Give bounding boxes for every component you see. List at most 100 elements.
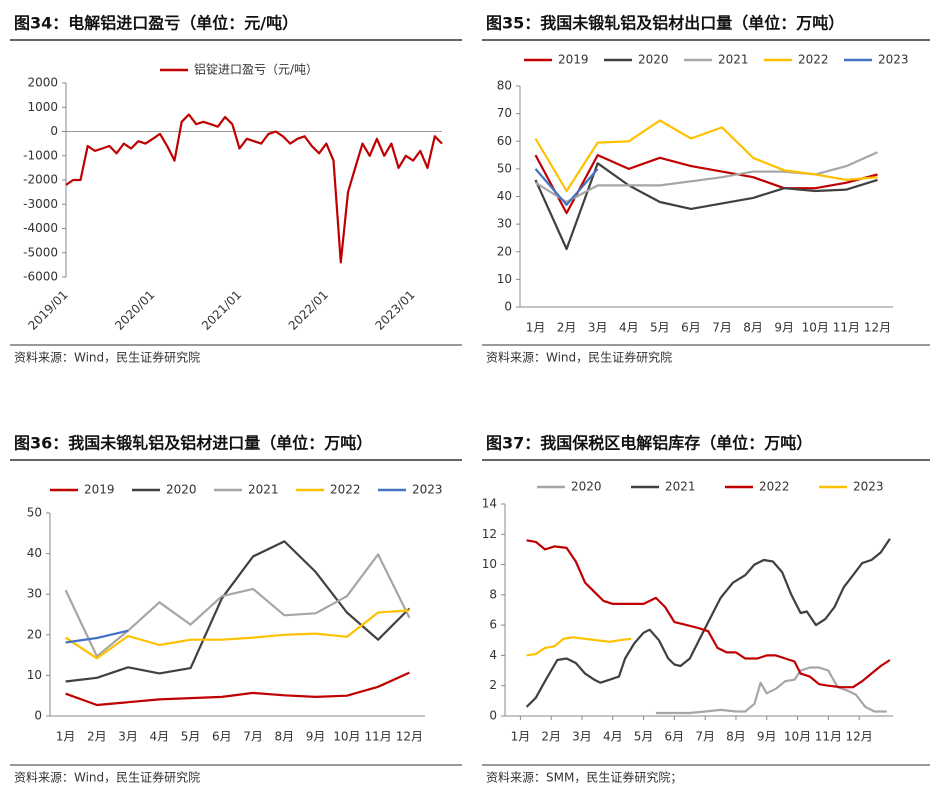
series-line	[534, 151, 878, 204]
y-tick-label: 0	[50, 124, 58, 138]
y-tick-label: 40	[497, 189, 512, 203]
y-tick-label: 0	[504, 300, 512, 314]
x-tick-label: 5月	[650, 321, 670, 335]
y-tick-label: 70	[497, 106, 512, 120]
y-tick-label: -5000	[23, 245, 58, 259]
y-tick-label: -1000	[23, 148, 58, 162]
x-tick-label: 2月	[557, 321, 577, 335]
y-tick-label: 50	[497, 161, 512, 175]
y-tick-label: 6	[489, 618, 497, 632]
legend-label: 2020	[571, 480, 602, 494]
legend-label: 2021	[248, 483, 279, 497]
x-tick-label: 4月	[603, 730, 623, 744]
x-tick-label: 2月	[87, 730, 107, 744]
y-tick-label: -4000	[23, 221, 58, 235]
y-tick-label: 4	[489, 648, 497, 662]
legend-label: 2023	[878, 53, 909, 67]
series-line	[526, 636, 632, 657]
legend-label: 铝锭进口盈亏（元/吨）	[194, 62, 318, 77]
x-tick-label: 10月	[333, 730, 360, 744]
y-tick-label: 2	[489, 678, 497, 692]
x-tick-label: 5月	[181, 730, 201, 744]
x-tick-label: 11月	[815, 730, 842, 744]
x-tick-label: 8月	[743, 321, 763, 335]
y-tick-label: 2000	[27, 76, 58, 90]
series-line	[534, 168, 599, 206]
legend-label: 2023	[853, 480, 884, 494]
x-tick-label: 12月	[396, 730, 423, 744]
source-note: 资料来源：SMM，民生证券研究院；	[486, 770, 682, 785]
y-tick-label: 40	[27, 546, 42, 560]
series-line	[655, 666, 887, 715]
x-tick-label: 2021/01	[199, 288, 244, 333]
y-tick-label: 1000	[27, 100, 58, 114]
legend-label: 2020	[166, 483, 197, 497]
chart-title: 图36：我国未锻轧铝及铝材进口量（单位：万吨）	[14, 434, 372, 453]
x-tick-label: 1月	[56, 730, 76, 744]
legend-label: 2021	[718, 53, 749, 67]
legend-label: 2019	[84, 483, 115, 497]
y-tick-label: 10	[482, 557, 497, 571]
x-tick-label: 3月	[572, 730, 592, 744]
series-line	[65, 113, 443, 264]
x-tick-label: 9月	[774, 321, 794, 335]
legend-label: 2022	[798, 53, 829, 67]
x-tick-label: 5月	[634, 730, 654, 744]
y-tick-label: -3000	[23, 197, 58, 211]
x-tick-label: 3月	[588, 321, 608, 335]
chart-title: 图34：电解铝进口盈亏（单位：元/吨）	[14, 14, 298, 33]
legend-label: 2021	[665, 480, 696, 494]
x-tick-label: 7月	[243, 730, 263, 744]
legend-label: 2022	[330, 483, 361, 497]
x-tick-label: 3月	[118, 730, 138, 744]
series-line	[525, 538, 891, 708]
x-tick-label: 9月	[306, 730, 326, 744]
x-tick-label: 9月	[757, 730, 777, 744]
x-tick-label: 2月	[541, 730, 561, 744]
y-tick-label: 50	[27, 506, 42, 520]
x-tick-label: 12月	[864, 321, 891, 335]
x-tick-label: 6月	[212, 730, 232, 744]
legend-label: 2023	[412, 483, 443, 497]
chart-title: 图37：我国保税区电解铝库存（单位：万吨）	[486, 434, 812, 453]
x-tick-label: 10月	[784, 730, 811, 744]
source-note: 资料来源：Wind，民生证券研究院	[14, 770, 200, 785]
series-line	[64, 609, 410, 660]
y-tick-label: 14	[482, 497, 497, 511]
x-tick-label: 7月	[695, 730, 715, 744]
series-line	[534, 162, 878, 251]
series-line	[64, 553, 411, 658]
y-tick-label: 0	[489, 709, 497, 723]
x-tick-label: 2019/01	[25, 288, 70, 333]
y-tick-label: 8	[489, 587, 497, 601]
x-tick-label: 4月	[619, 321, 639, 335]
x-tick-label: 8月	[726, 730, 746, 744]
y-tick-label: 10	[27, 668, 42, 682]
series-line	[65, 540, 411, 683]
series-line	[534, 119, 878, 193]
y-tick-label: 10	[497, 272, 512, 286]
x-tick-label: 11月	[364, 730, 391, 744]
x-tick-label: 2020/01	[112, 288, 157, 333]
y-tick-label: 20	[27, 627, 42, 641]
y-tick-label: 20	[497, 244, 512, 258]
y-tick-label: 12	[482, 527, 497, 541]
series-line	[65, 629, 129, 644]
y-tick-label: -6000	[23, 270, 58, 284]
y-tick-label: -2000	[23, 173, 58, 187]
y-tick-label: 80	[497, 79, 512, 93]
y-tick-label: 30	[497, 217, 512, 231]
source-note: 资料来源：Wind，民生证券研究院	[486, 350, 672, 365]
y-tick-label: 30	[27, 587, 42, 601]
y-tick-label: 60	[497, 134, 512, 148]
x-tick-label: 1月	[526, 321, 546, 335]
legend-label: 2020	[638, 53, 669, 67]
x-tick-label: 4月	[150, 730, 170, 744]
series-line	[65, 671, 410, 707]
y-tick-label: 0	[34, 709, 42, 723]
series-line	[534, 154, 878, 215]
x-tick-label: 8月	[275, 730, 295, 744]
chart-title: 图35：我国未锻轧铝及铝材出口量（单位：万吨）	[486, 14, 844, 33]
x-tick-label: 10月	[802, 321, 829, 335]
